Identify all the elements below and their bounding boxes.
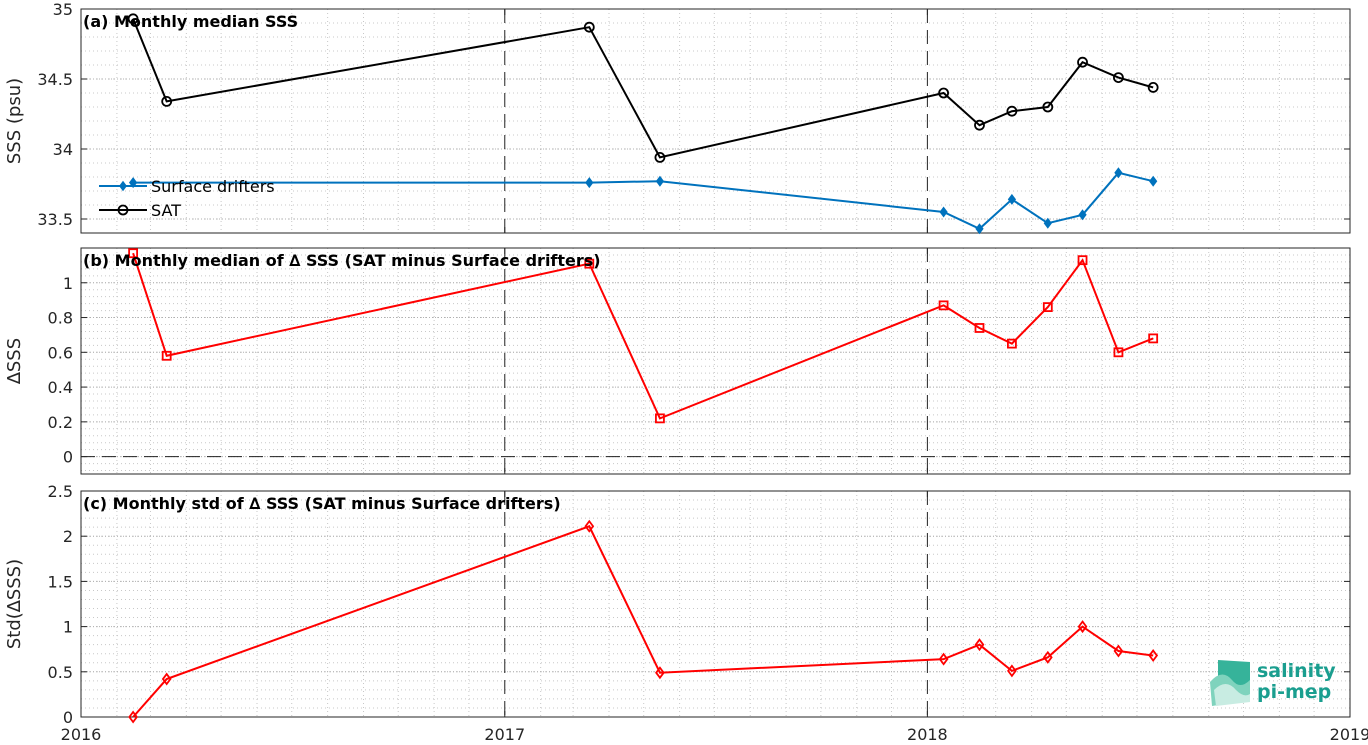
data-point (1077, 620, 1088, 634)
y-tick-label: 33.5 (37, 210, 73, 229)
y-axis-label: SSS (psu) (4, 78, 25, 164)
data-point (655, 175, 665, 187)
series-c-0 (128, 519, 1159, 724)
legend-marker (117, 204, 129, 216)
data-point (161, 96, 173, 107)
y-tick-label: 1 (63, 618, 73, 637)
y-tick-label: 0.6 (48, 343, 73, 362)
y-tick-label: 1 (63, 274, 73, 293)
data-point (1077, 56, 1088, 68)
y-tick-label: 2 (63, 527, 73, 546)
data-point (974, 119, 985, 131)
legend-entry: Surface drifters (151, 177, 275, 196)
data-point (1148, 649, 1159, 663)
data-point (128, 248, 139, 259)
data-point (161, 350, 172, 361)
logo-line-1: salinity (1257, 660, 1336, 682)
x-tick-label: 2017 (484, 725, 525, 744)
data-point (128, 710, 138, 724)
y-tick-label: 0 (63, 708, 73, 727)
series-a-1 (127, 13, 1159, 163)
data-point (1114, 167, 1123, 179)
data-point (938, 87, 949, 99)
grid-a (81, 8, 1350, 234)
y-tick-label: 35 (53, 0, 73, 19)
y-tick-label: 1.5 (48, 572, 73, 591)
series-line (132, 525, 1154, 718)
salinity-pi-mep-logo: salinity pi-mep (1210, 660, 1336, 706)
panel-a: 33.5 34 34.5 35 SSS (psu) (a) Monthly median … (4, 0, 1351, 235)
y-tick-label: 0.4 (48, 378, 73, 397)
data-point (1077, 255, 1088, 266)
y-tick-label: 0.2 (48, 413, 73, 432)
data-point (584, 258, 595, 269)
data-point (974, 638, 985, 652)
panel-title: (a) Monthly median SSS (83, 12, 298, 31)
data-point (583, 21, 595, 33)
y-tick-label: 34.5 (37, 70, 73, 89)
data-point (939, 206, 948, 218)
y-tick-label: 0 (63, 448, 73, 467)
data-point (1113, 644, 1124, 658)
data-point (1042, 650, 1053, 664)
legend-marker (119, 180, 127, 192)
y-axis-label: ∆SSS (4, 338, 25, 385)
data-point (654, 151, 666, 163)
axes-frame (80, 490, 1351, 718)
y-axis-label: Std(∆SSS) (4, 559, 25, 649)
x-tick-label: 2016 (61, 725, 102, 744)
series-line (133, 171, 1154, 230)
data-point (1007, 193, 1017, 205)
data-point (161, 672, 172, 686)
legend: Surface drifters SAT (99, 177, 275, 220)
grid-c (81, 490, 1350, 718)
data-point (938, 300, 949, 311)
data-point (1043, 217, 1052, 229)
x-tick-label: 2018 (907, 725, 948, 744)
data-point (1147, 82, 1159, 93)
data-point (975, 223, 984, 235)
data-point (1042, 302, 1053, 313)
series-line (132, 18, 1154, 159)
y-tick-label: 2.5 (48, 482, 73, 501)
panel-title: (c) Monthly std of ∆ SSS (SAT minus Surf… (83, 494, 561, 513)
data-point (655, 666, 665, 680)
data-point (1149, 175, 1158, 187)
panel-title: (b) Monthly median of ∆ SSS (SAT minus S… (83, 251, 601, 270)
legend-entry: SAT (151, 201, 181, 220)
data-point (1148, 333, 1159, 344)
series-b-0 (128, 248, 1159, 424)
data-point (127, 13, 139, 25)
series-line (132, 252, 1154, 420)
panel-b: 0 0.2 0.4 0.6 0.8 1 ∆SSS (b) Monthly median of … (4, 247, 1351, 475)
data-point (1113, 347, 1124, 358)
data-point (938, 652, 949, 666)
data-point (1113, 72, 1124, 83)
data-point (585, 177, 594, 189)
data-point (584, 519, 595, 533)
grid-b (81, 247, 1350, 474)
data-point (1007, 664, 1017, 678)
axes-frame (80, 8, 1351, 234)
data-point (974, 323, 985, 333)
data-point (655, 413, 665, 424)
data-point (1007, 338, 1017, 349)
y-tick-label: 0.5 (48, 663, 73, 682)
data-point (1078, 209, 1087, 221)
x-tick-label: 2019 (1330, 725, 1368, 744)
wave-icon (1210, 660, 1250, 706)
panel-c: 0 0.5 1 1.5 2 2.5 Std(∆SSS) (c) Monthly std of … (4, 482, 1351, 727)
data-point (1042, 101, 1054, 113)
y-tick-label: 0.8 (48, 309, 73, 328)
axes-frame (80, 247, 1351, 475)
y-tick-label: 34 (53, 140, 73, 159)
logo-line-2: pi-mep (1257, 681, 1331, 703)
data-point (1006, 105, 1018, 117)
series-a-0 (128, 167, 1158, 235)
